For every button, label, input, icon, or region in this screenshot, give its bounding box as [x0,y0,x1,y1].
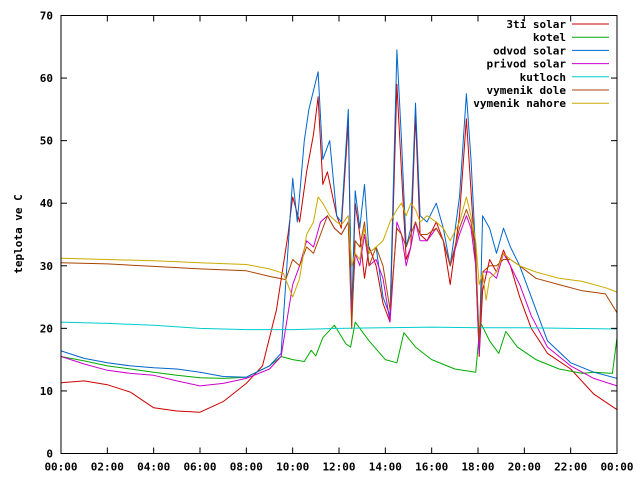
y-tick-label-2: 20 [40,322,53,335]
series-line-0 [60,83,618,413]
legend-label-0: 3ti solar [506,18,566,31]
x-tick-label-12: 00:00 [600,461,633,474]
x-tick-label-6: 12:00 [322,461,355,474]
legend-item-0: 3ti solar [506,18,609,31]
x-tick-label-4: 08:00 [230,461,263,474]
y-tick-label-5: 50 [40,135,53,148]
x-tick-label-7: 14:00 [369,461,402,474]
legend-item-6: vymenik nahore [473,97,609,110]
y-tick-label-6: 60 [40,72,53,85]
legend-item-2: odvod solar [493,44,609,57]
legend-label-3: privod solar [487,58,567,71]
series-line-2 [60,49,618,379]
ticks-layer: 0 10 20 30 40 50 60 70 00:00 02:00 04:00 06:00 08:00… [40,10,634,474]
legend-label-4: kutloch [520,71,566,84]
series-line-4 [60,321,618,331]
y-tick-label-0: 0 [46,448,53,461]
legend-item-4: kutloch [520,71,609,84]
y-axis-label: teplota ve C [12,194,25,273]
series-line-3 [60,215,618,387]
y-tick-label-1: 10 [40,385,53,398]
legend-label-6: vymenik nahore [473,97,566,110]
x-tick-label-5: 10:00 [276,461,309,474]
y-tick-label-7: 70 [40,10,53,23]
x-tick-label-8: 16:00 [415,461,448,474]
x-tick-label-3: 06:00 [183,461,216,474]
legend-item-1: kotel [533,31,609,44]
x-tick-label-0: 00:00 [44,461,77,474]
x-tick-label-2: 04:00 [137,461,170,474]
y-tick-label-4: 40 [40,197,53,210]
series-line-5 [60,209,618,342]
legend-item-5: vymenik dole [487,84,609,97]
x-tick-label-10: 20:00 [508,461,541,474]
x-tick-label-1: 02:00 [91,461,124,474]
series-line-1 [60,321,618,379]
x-tick-label-11: 22:00 [554,461,587,474]
legend-label-1: kotel [533,31,566,44]
legend-item-3: privod solar [487,58,609,71]
y-tick-label-3: 30 [40,260,53,273]
legend-label-2: odvod solar [493,44,566,57]
series-line-6 [60,196,618,301]
legend-label-5: vymenik dole [487,84,567,97]
series-layer [60,49,618,413]
x-tick-label-9: 18:00 [461,461,494,474]
